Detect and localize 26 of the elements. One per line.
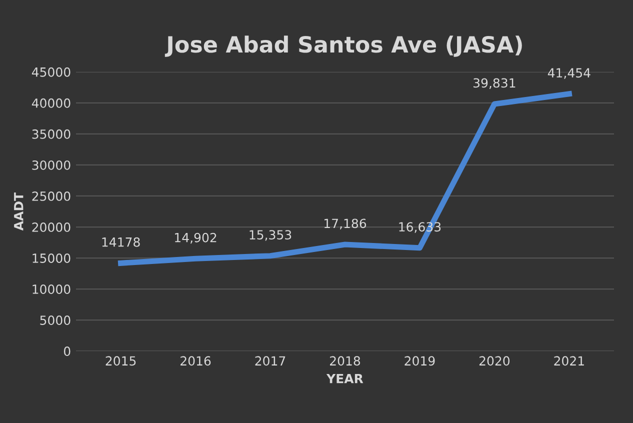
x-tick-label: 2019: [404, 356, 435, 366]
y-tick-label: 40000: [32, 98, 70, 108]
y-tick-label: 30000: [32, 160, 70, 170]
y-tick-label: 0: [64, 346, 70, 356]
data-label: 17,186: [324, 218, 366, 230]
y-tick-label: 5000: [40, 316, 70, 325]
data-label: 41,454: [548, 68, 590, 79]
y-tick-label: 35000: [32, 129, 70, 139]
data-label: 14,902: [175, 232, 216, 244]
x-tick-label: 2021: [554, 356, 584, 366]
y-tick-label: 15000: [32, 254, 70, 263]
x-tick-label: 2016: [180, 356, 211, 366]
x-tick-label: 2017: [255, 356, 286, 366]
chart-title: Jose Abad Santos Ave (JASA): [164, 36, 522, 57]
y-tick-label: 10000: [32, 284, 70, 294]
y-tick-label: 20000: [32, 222, 70, 232]
y-axis-title: AADT: [14, 192, 24, 231]
data-label: 15,353: [250, 230, 292, 241]
x-tick-label: 2015: [106, 356, 136, 366]
x-axis-title: YEAR: [326, 374, 364, 384]
x-tick-label: 2018: [330, 356, 360, 366]
y-tick-label: 45000: [32, 67, 70, 77]
data-label: 14178: [102, 237, 140, 247]
y-tick-label: 25000: [32, 191, 70, 201]
data-label: 39,831: [474, 78, 516, 89]
x-tick-label: 2020: [479, 356, 510, 366]
